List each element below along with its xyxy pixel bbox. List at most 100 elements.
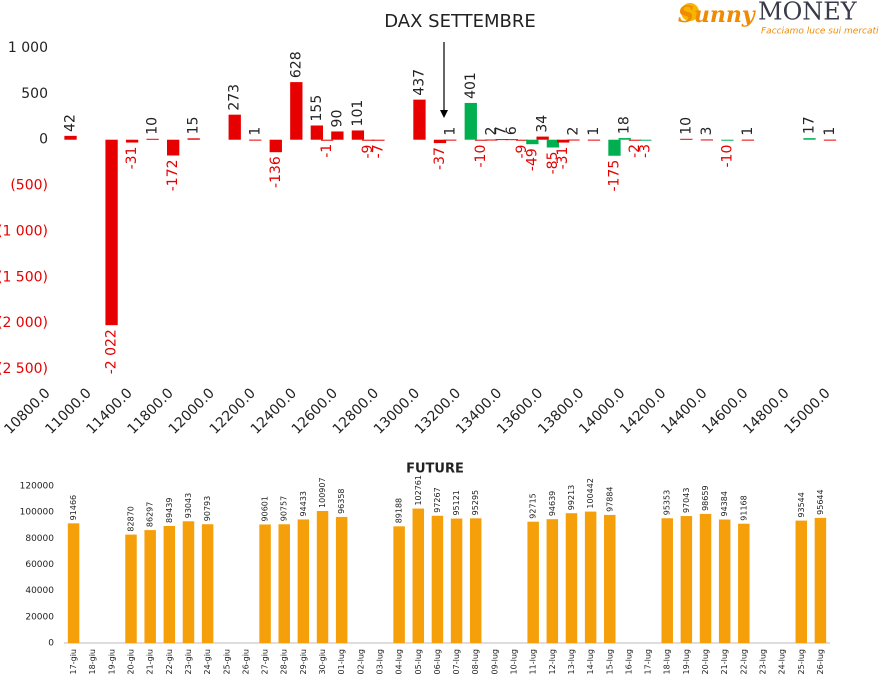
bar [814,517,827,643]
value-label: 401 [463,72,479,99]
bar [584,511,597,643]
bar [738,523,750,643]
bar [146,138,159,140]
x-tick-label: 21-giu [146,649,155,674]
value-label: 18 [617,116,633,134]
value-label: 155 [309,95,325,122]
value-label: 1 [586,127,602,136]
value-label: 628 [288,51,304,78]
value-label: 97267 [433,487,442,512]
bar [587,139,601,141]
value-label: 92715 [529,493,538,518]
x-tick-label: 20-lug [701,649,710,674]
bar [628,139,642,141]
bar [741,139,755,141]
bar [433,139,447,144]
bar [444,139,457,141]
bar [485,139,498,141]
bar [565,513,578,643]
x-tick-label: 21-lug [720,649,729,674]
x-tick-label: 22-lug [739,649,748,674]
bar [335,516,348,643]
bar [163,525,176,643]
value-label: 90793 [203,496,212,521]
bar [823,139,837,141]
value-label: 97043 [682,488,691,513]
bar [527,521,539,643]
value-label: -37 [432,147,448,170]
x-tick-label: 03-lug [375,649,384,674]
value-label: -2 [627,144,643,158]
value-label: 1 [740,127,756,136]
x-tick-label: 23-lug [758,649,767,674]
x-tick-label: 11-lug [529,649,538,674]
bar [362,139,375,141]
value-label: 100907 [318,477,327,508]
x-tick-label: 26-lug [816,649,825,674]
bar [125,139,139,143]
value-label: 102761 [414,475,423,506]
bar [393,526,405,643]
x-tick-label: 29-giu [299,649,308,674]
value-label: -2 022 [104,329,120,374]
bar [372,139,385,141]
value-label: -31 [124,147,140,170]
x-tick-label: 07-lug [452,649,461,674]
value-label: 99213 [567,485,576,510]
value-label: 6 [504,126,520,135]
value-label: 82870 [127,506,136,531]
x-tick-label: 02-lug [356,649,365,674]
value-label: -9 [514,145,530,159]
x-tick-label: 10-lug [510,649,519,674]
value-label: 90601 [261,496,270,521]
bar [259,524,271,643]
bar [331,131,344,140]
bar [618,138,631,140]
x-tick-label: 14-lug [586,649,595,674]
bar [278,524,290,643]
value-label: 98659 [701,485,710,510]
bar [310,125,323,140]
value-label: 97884 [605,486,614,511]
bar [700,139,713,141]
value-label: -9 [360,145,376,159]
y-tick-label: (2 500) [0,361,48,377]
bar [557,139,570,143]
x-tick-label: 13-lug [567,649,576,674]
x-tick-label: 24-lug [778,649,787,674]
x-tick-label: 01-lug [337,649,346,674]
value-label: -10 [719,145,735,168]
value-label: 94433 [299,491,308,516]
value-label: 94384 [720,491,729,516]
bar [249,139,262,141]
value-label: 17 [801,116,817,134]
bar [721,139,734,141]
value-label: -85 [545,152,561,175]
bar [680,516,693,643]
value-label: 2 [483,127,499,136]
value-label: -10 [473,145,489,168]
arrow-head [440,110,448,118]
value-label: -7 [370,144,386,158]
bar [351,130,365,140]
bar [450,518,463,643]
x-tick-label: 25-lug [797,649,806,674]
x-tick-label: 26-giu [241,649,250,674]
bar [228,114,241,140]
y-tick-label: 500 [21,86,48,102]
value-label: 34 [535,115,551,133]
x-tick-label: 22-giu [165,649,174,674]
logo-sun [681,3,699,21]
bar [290,82,303,140]
x-tick-label: 12-lug [548,649,557,674]
bar [661,518,673,643]
bar [718,519,731,643]
value-label: 101 [350,100,366,127]
bar [546,519,559,643]
x-tick-label: 18-lug [663,649,672,674]
x-tick-label: 15-lug [605,649,614,674]
value-label: 1 [247,127,263,136]
x-tick-label: 19-lug [682,649,691,674]
x-tick-label: 30-giu [318,649,327,674]
